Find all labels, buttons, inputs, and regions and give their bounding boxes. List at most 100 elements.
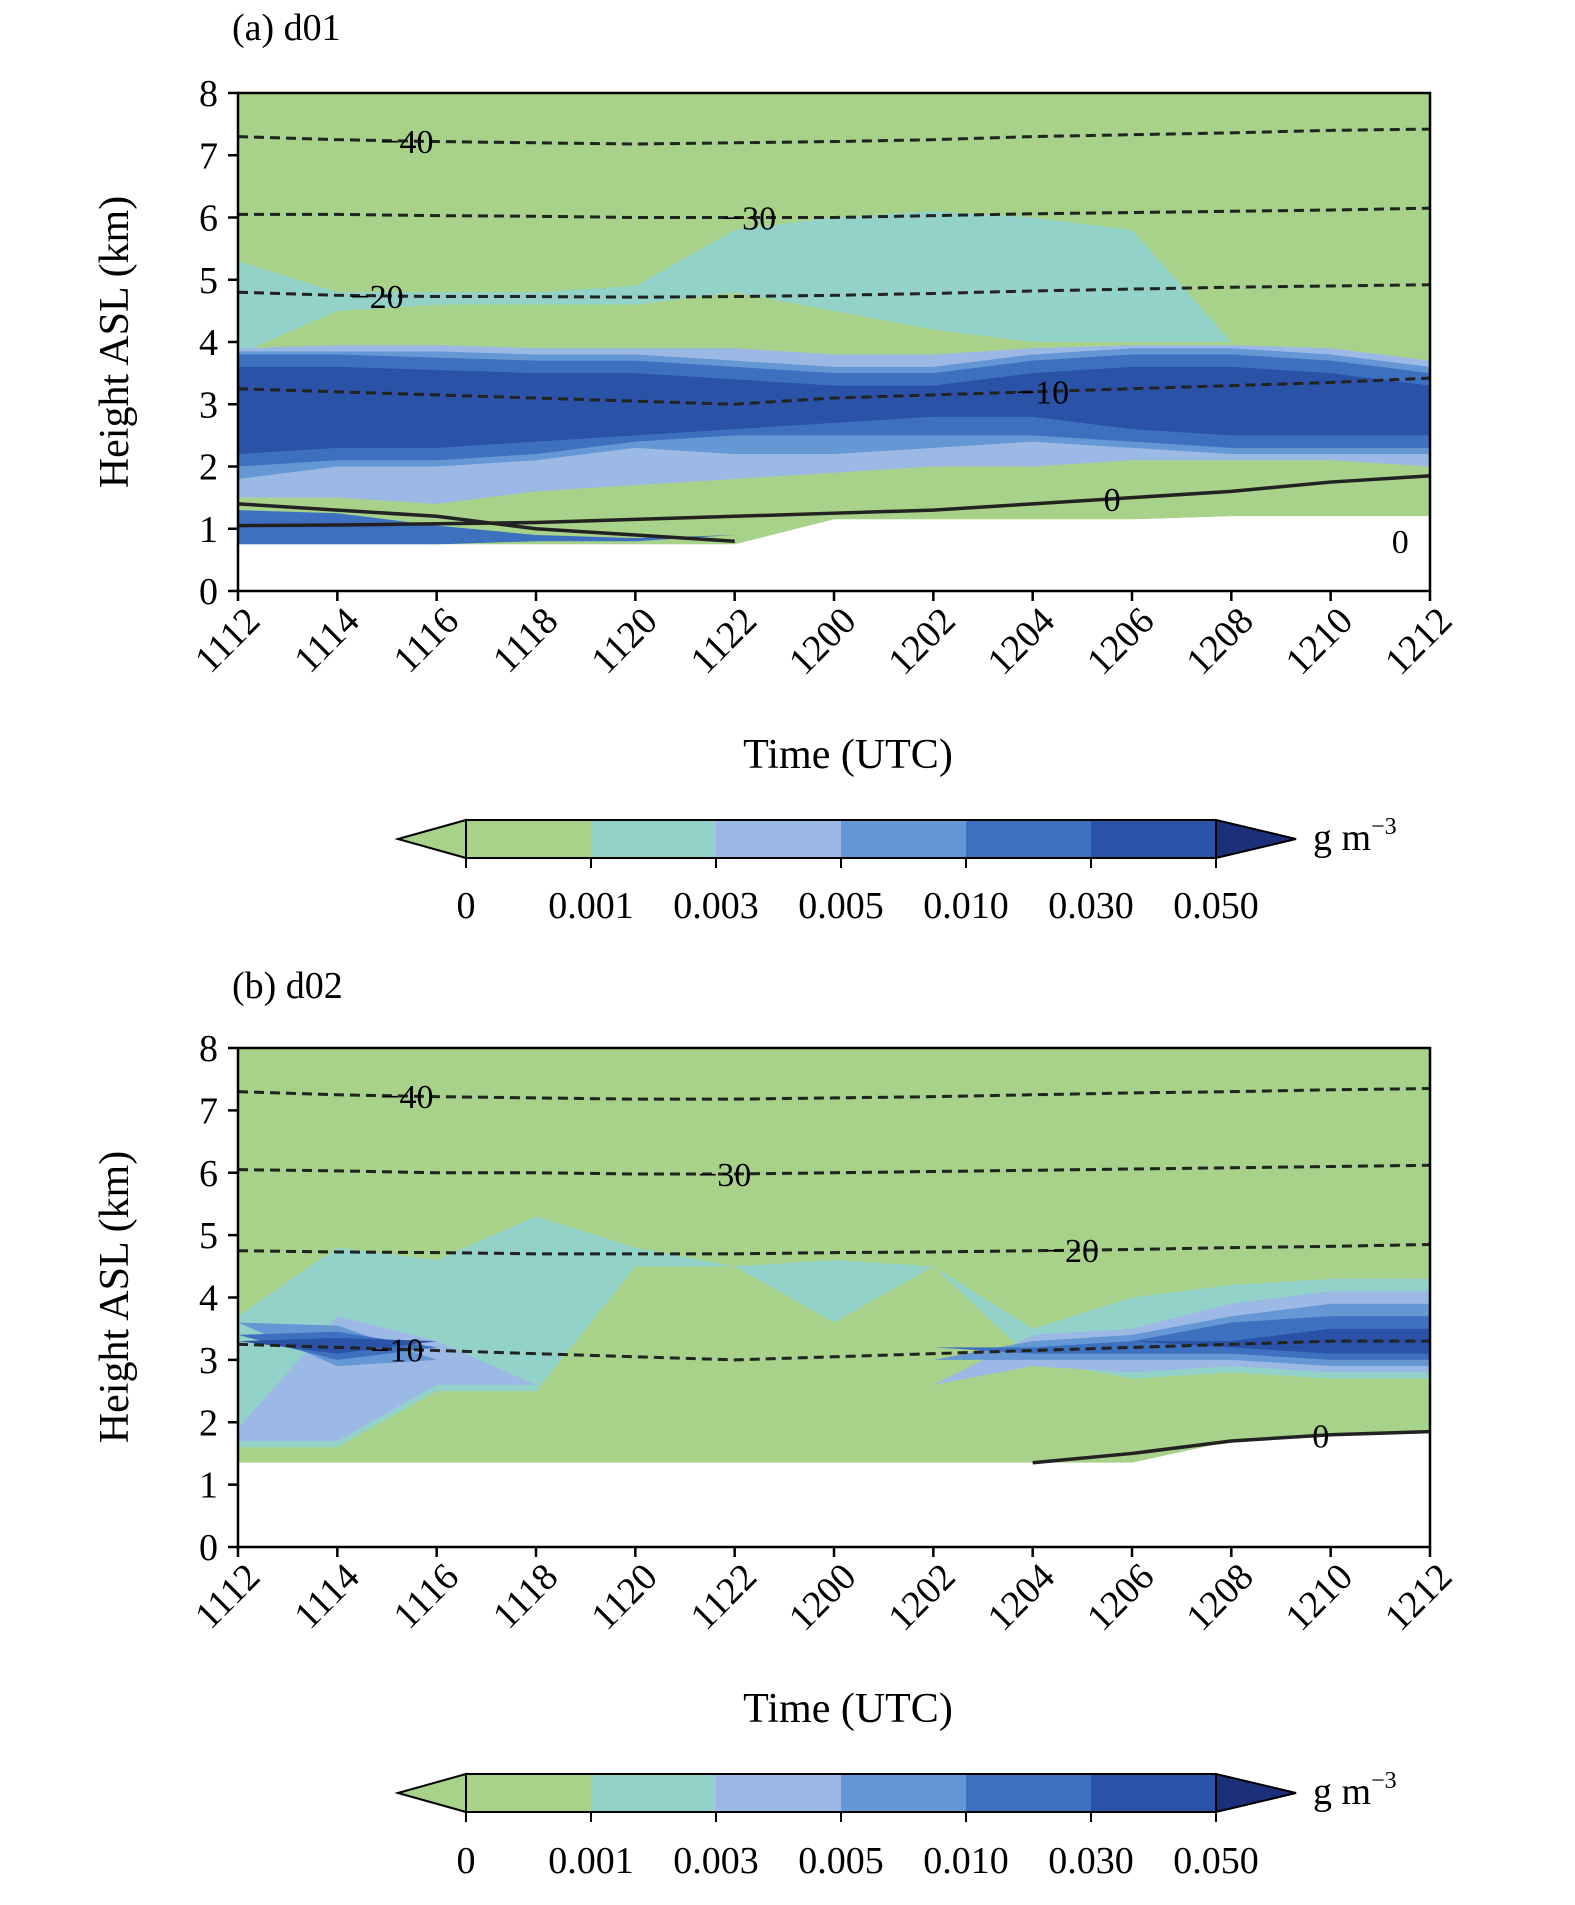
panel-b-y-tick-label-4: 4 xyxy=(199,1278,218,1320)
panel-b-x-tick-label-3: 1118 xyxy=(485,1556,566,1637)
panel-b-contour-labels: −40 −30 −20 −10 0 xyxy=(370,1079,1329,1455)
panel-b-colorbar-extend-high xyxy=(1215,1772,1297,1814)
panel-b-x-axis-label: Time (UTC) xyxy=(743,1686,953,1732)
panel-b-below-ground xyxy=(238,1431,1430,1547)
panel-a-colorbar-tick-label-6: 0.050 xyxy=(1173,885,1259,927)
panel-b-y-tick-label-6: 6 xyxy=(199,1153,218,1195)
panel-b-x-tick-label-9: 1206 xyxy=(1079,1556,1162,1639)
panel-b-x-tick-label-1: 1114 xyxy=(286,1556,367,1637)
panel-b-colorbar-tick-label-1: 0.001 xyxy=(548,1840,634,1882)
panel-a-contour-label-1: −30 xyxy=(723,201,776,238)
panel-a-colorbar-tick-label-4: 0.010 xyxy=(923,885,1009,927)
panel-a-contour-label-4: 0 xyxy=(1104,482,1121,519)
panel-a-x-tick-label-7: 1202 xyxy=(880,600,963,683)
panel-b-band-4 xyxy=(238,1328,1430,1354)
panel-b-title: (b) d02 xyxy=(232,965,343,1007)
panel-b-colorbar-tick-label-5: 0.030 xyxy=(1048,1840,1134,1882)
panel-a-contour-0 xyxy=(238,127,1430,146)
panel-b-y-tick-label-8: 8 xyxy=(199,1028,218,1070)
panel-b-colorbar-box-1 xyxy=(591,1774,716,1812)
panel-b-band-0 xyxy=(238,1216,1430,1448)
panel-a-contour-label-3: −10 xyxy=(1016,374,1069,411)
panel-b-temperature-contours xyxy=(238,1087,1430,1465)
panel-a-contour-2 xyxy=(238,283,1430,299)
panel-a-filled-contours xyxy=(238,93,1430,591)
panel-a-colorbar: 0 0.001 0.003 0.005 0.010 0.030 0.050 g m−3 xyxy=(394,814,1397,927)
panel-b-colorbar: 0 0.001 0.003 0.005 0.010 0.030 0.050 g m−3 xyxy=(394,1768,1397,1882)
panel-a-band-4 xyxy=(238,366,1430,455)
panel-b-y-tick-label-5: 5 xyxy=(199,1215,218,1257)
panel-a-extra-label-0: 0 xyxy=(1392,524,1409,561)
panel-b-colorbar-tick-label-3: 0.005 xyxy=(798,1840,884,1882)
panel-a-contour-label-2: −20 xyxy=(350,279,403,316)
panel-b-y-axis-label: Height ASL (km) xyxy=(92,1151,138,1443)
panel-b-y-axis: 0 1 2 3 4 5 6 7 8 xyxy=(199,1028,238,1569)
panel-a-x-tick-label-3: 1118 xyxy=(485,600,566,681)
panel-a-colorbar-box-1 xyxy=(591,820,716,858)
panel-b-contour-0 xyxy=(238,1087,1430,1101)
panel-a-x-tick-label-8: 1204 xyxy=(980,600,1063,683)
panel-b-contour-3 xyxy=(238,1339,1430,1362)
panel-a-colorbar-tick-label-0: 0 xyxy=(457,885,476,927)
panel-b-colorbar-extend-low xyxy=(394,1772,467,1814)
panel-a-x-tick-label-2: 1116 xyxy=(386,600,467,681)
panel-a-y-axis-label: Height ASL (km) xyxy=(92,196,138,488)
panel-a-contour-labels: −40 −30 −20 −10 0 0 xyxy=(350,124,1409,561)
panel-a-colorbar-extend-high xyxy=(1215,818,1297,860)
panel-b-x-tick-label-2: 1116 xyxy=(386,1556,467,1637)
panel-a-y-tick-label-6: 6 xyxy=(199,198,218,240)
panel-a-colorbar-tick-label-3: 0.005 xyxy=(798,885,884,927)
panel-b-x-tick-label-4: 1120 xyxy=(583,1556,665,1638)
panel-a-contour-4 xyxy=(238,474,1430,528)
panel-b-colorbar-tick-label-4: 0.010 xyxy=(923,1840,1009,1882)
panel-a-colorbar-box-0 xyxy=(466,820,591,858)
panel-b-colorbar-box-4 xyxy=(966,1774,1091,1812)
panel-b-contour-label-1: −30 xyxy=(698,1157,751,1194)
panel-a-x-axis-label: Time (UTC) xyxy=(743,732,953,778)
panel-b-colorbar-tick-label-6: 0.050 xyxy=(1173,1840,1259,1882)
panel-a-x-tick-label-1: 1114 xyxy=(286,600,367,681)
panel-b-x-tick-label-7: 1202 xyxy=(880,1556,963,1639)
panel-b-x-tick-label-5: 1122 xyxy=(683,1556,765,1638)
panel-b-contour-label-0: −40 xyxy=(380,1079,433,1116)
panel-a-colorbar-box-3 xyxy=(841,820,966,858)
panel-a-y-tick-label-8: 8 xyxy=(199,73,218,115)
panel-a-y-tick-label-4: 4 xyxy=(199,322,218,364)
panel-a-y-axis: 0 1 2 3 4 5 6 7 8 xyxy=(199,73,238,613)
panel-b-x-tick-label-8: 1204 xyxy=(980,1556,1063,1639)
panel-a-band-5 xyxy=(238,510,1430,545)
panel-a-colorbar-box-5 xyxy=(1091,820,1216,858)
panel-a-colorbar-extend-low xyxy=(394,818,467,860)
panel-b-colorbar-box-2 xyxy=(716,1774,841,1812)
panel-b-contour-1 xyxy=(238,1163,1430,1176)
panel-b-y-tick-label-2: 2 xyxy=(199,1402,218,1444)
panel-b: (b) d02 −40 −30 −20 −10 0 0 1 2 3 4 5 6 7 8 1112 1114… xyxy=(92,965,1460,1732)
panel-a-x-axis: 1112 1114 1116 1118 1120 1122 1200 1202 1204 1206… xyxy=(187,591,1460,683)
panel-a-y-tick-label-5: 5 xyxy=(199,260,218,302)
panel-a-y-tick-label-2: 2 xyxy=(199,447,218,489)
panel-a-x-tick-label-10: 1208 xyxy=(1178,600,1261,683)
panel-b-x-tick-label-12: 1212 xyxy=(1377,1556,1460,1639)
panel-a-y-tick-label-3: 3 xyxy=(199,384,218,426)
panel-a-y-tick-label-7: 7 xyxy=(199,135,218,177)
panel-b-x-axis: 1112 1114 1116 1118 1120 1122 1200 1202 1204 1206… xyxy=(187,1547,1460,1639)
panel-b-contour-2 xyxy=(238,1242,1430,1256)
panel-a-colorbar-tick-label-2: 0.003 xyxy=(673,885,759,927)
panel-b-contour-4 xyxy=(1032,1429,1430,1465)
panel-b-band-1 xyxy=(238,1291,1430,1441)
panel-a-title: (a) d01 xyxy=(232,7,341,49)
panel-a: (a) d01 −40 −30 −20 −10 0 0 0 1 2 3 4 5 6 7 8 1112 111… xyxy=(92,7,1460,778)
panel-b-x-tick-label-10: 1208 xyxy=(1178,1556,1261,1639)
panel-b-colorbar-unit: g m−3 xyxy=(1313,1768,1397,1813)
panel-b-y-tick-label-7: 7 xyxy=(199,1090,218,1132)
panel-a-contour-label-0: −40 xyxy=(380,124,433,161)
panel-a-x-tick-label-6: 1200 xyxy=(781,600,864,683)
panel-b-contour-label-3: −10 xyxy=(370,1332,423,1369)
panel-b-colorbar-box-0 xyxy=(466,1774,591,1812)
panel-a-x-tick-label-12: 1212 xyxy=(1377,600,1460,683)
panel-a-contour-5 xyxy=(238,502,735,543)
panel-b-filled-contours xyxy=(238,1048,1430,1547)
panel-b-colorbar-box-5 xyxy=(1091,1774,1216,1812)
panel-b-x-tick-label-11: 1210 xyxy=(1278,1556,1361,1639)
